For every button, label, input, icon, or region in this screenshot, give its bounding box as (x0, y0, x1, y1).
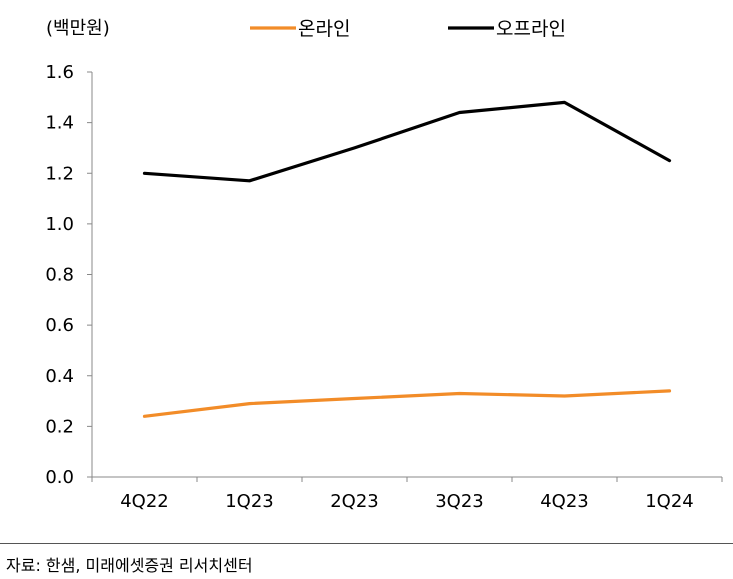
y-tick-label: 0.2 (45, 416, 74, 437)
y-tick-label: 1.6 (45, 62, 74, 83)
line-chart: 0.0 0.2 0.4 0.6 0.8 1.0 1.2 1.4 1.6 4Q22 1Q23 2Q23 3… (45, 18, 723, 512)
x-tick-label: 1Q24 (645, 491, 694, 512)
x-tick-label: 4Q22 (120, 491, 169, 512)
legend-label: 오프라인 (496, 18, 566, 40)
series-line-1 (142, 389, 672, 418)
unit-label: (백만원) (46, 18, 110, 39)
source-divider (0, 543, 733, 544)
legend-label: 온라인 (298, 18, 350, 40)
y-tick-label: 1.2 (45, 163, 74, 184)
y-tick-label: 1.4 (45, 113, 74, 134)
source-note: 자료: 한샘, 미래에셋증권 리서치센터 (6, 556, 253, 575)
y-tick-label: 0.0 (45, 467, 74, 488)
series-line-2 (142, 100, 672, 183)
x-tick-label: 4Q23 (540, 491, 589, 512)
x-tick-label: 2Q23 (330, 491, 379, 512)
x-tick-label: 1Q23 (225, 491, 274, 512)
y-tick-label: 0.6 (45, 315, 74, 336)
x-tick-label: 3Q23 (435, 491, 484, 512)
y-tick-label: 0.4 (45, 366, 74, 387)
y-tick-label: 1.0 (45, 214, 74, 235)
y-tick-label: 0.8 (45, 265, 74, 286)
